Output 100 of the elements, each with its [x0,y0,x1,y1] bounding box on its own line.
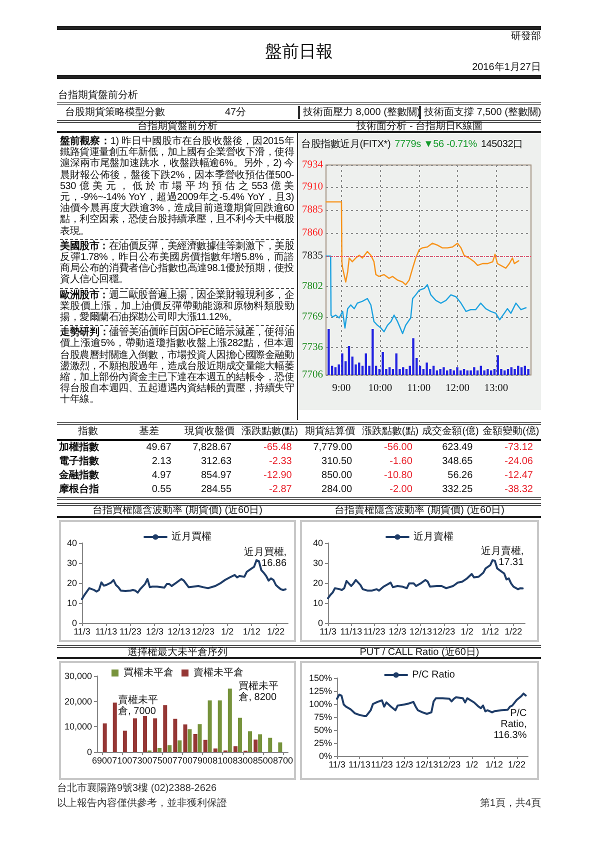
category-label: 金融指數 [59,470,99,481]
y-tick-label: 7769 [302,311,323,322]
text: 145032口 [480,139,523,150]
category-label: 成交金額(億) [421,424,480,439]
text: 854.97 [200,470,232,481]
x-tick-label: 11/3 [74,626,90,636]
text: 284.55 [200,484,232,495]
x-tick-label: 6900 [92,756,112,766]
bar [462,368,466,375]
line-series [325,201,520,286]
x-tick-label: 9:00 [332,383,351,394]
text: 4.97 [152,470,172,481]
x-tick-label: 12/23 [192,626,214,636]
text: 49.67 [146,442,172,453]
x-tick-label: 12/13 [409,626,432,636]
bar [153,718,158,752]
x-tick-label: 1/12 [486,760,504,770]
y-tick-label: 7885 [302,204,323,216]
text: -24.06 [504,456,533,467]
bar [527,368,530,375]
y-tick-label: 30,000 [64,671,92,681]
text: 310.50 [322,456,352,467]
category-label: 漲跌點數(點) [240,424,300,439]
chart-subtitle: 台股指數近月(FITX*) [301,139,391,150]
text: 指數 [77,424,99,439]
annotation: 賣權未平倉, 7000 [118,694,160,717]
bar [268,738,272,752]
bar [449,368,452,375]
text: -10.80 [384,470,412,481]
bar [198,724,202,752]
y-tick-label: 125% [308,686,332,696]
x-tick-label: 11/23 [371,760,393,770]
x-tick-label: 7500 [152,756,172,766]
text: 第1頁，共4頁 [480,798,541,810]
x-tick-label: 1/2 [221,626,234,636]
bar [460,370,462,375]
category-label: 電子指數 [59,456,99,467]
bar [178,740,182,752]
x-tick-label: 12/13 [168,626,190,636]
y-tick-label: 30 [66,558,77,568]
y-tick-label: 75% [314,712,332,722]
bar [382,352,384,375]
text: 56.26 [448,470,473,481]
y-tick-label: 0% [318,751,332,761]
bar [395,353,398,375]
y-tick-label: 50% [314,725,332,735]
text: -12.90 [263,470,292,481]
y-tick-label: 10 [66,598,77,608]
bar [328,328,330,375]
y-tick-label: 20,000 [64,696,92,706]
y-tick-label: 10,000 [64,722,92,732]
bar [163,705,168,752]
text: -2.33 [269,456,292,467]
bar [183,724,188,752]
text: 盤前日報 [264,42,334,62]
bar [158,748,162,752]
y-tick-label: 40 [66,538,77,548]
category-label: 加權指數 [59,442,99,453]
legend-label: 近月買權 [172,530,212,542]
x-tick-label: 11/23 [363,626,386,636]
bar [132,718,137,752]
line-series [327,559,524,600]
text: -2.87 [269,484,292,495]
bar [405,368,408,375]
bar [483,370,486,375]
bar [334,366,337,375]
text: 台北市襄陽路9號3樓 (02)2388-2626 [57,783,217,795]
x-tick-label: 11/23 [120,626,142,636]
text: -65.48 [263,442,292,453]
text: 332.25 [442,484,473,495]
y-tick-label: 0 [86,747,92,757]
bar [473,366,476,375]
bar [506,368,510,375]
chart-title: 台指買權隱含波動率 (期貨價) (近60日) [57,503,298,518]
text: 623.49 [442,442,473,453]
bar [520,366,523,375]
x-tick-label: 1/22 [267,626,285,636]
text: 2.13 [152,456,172,467]
annotation: P/C Ratio, 116.3% [492,708,527,741]
y-tick-label: 10 [312,598,323,608]
text: 7,779.00 [313,442,352,453]
y-tick-label: 40 [312,538,323,548]
text: 台指期貨盤前分析 [57,120,298,133]
bar [364,353,368,375]
bar [341,353,344,375]
text: 850.00 [322,470,352,481]
x-tick-label: 12/3 [388,626,406,636]
bar [466,370,469,375]
category-label: 基差 [138,424,160,439]
y-tick-label: 20 [312,578,323,588]
x-tick-label: 1/12 [242,626,260,636]
text: 台指期貨盤前分析 [58,90,138,102]
y-tick-label: 25% [314,738,332,748]
x-tick-label: 11/13 [348,760,370,770]
y-tick-label: 7860 [302,228,323,239]
bar [248,731,252,752]
annotation: 近月賣權, 17.31 [480,546,524,568]
bar [496,355,499,375]
y-tick-label: 7736 [302,342,323,353]
text: 348.65 [442,456,473,467]
